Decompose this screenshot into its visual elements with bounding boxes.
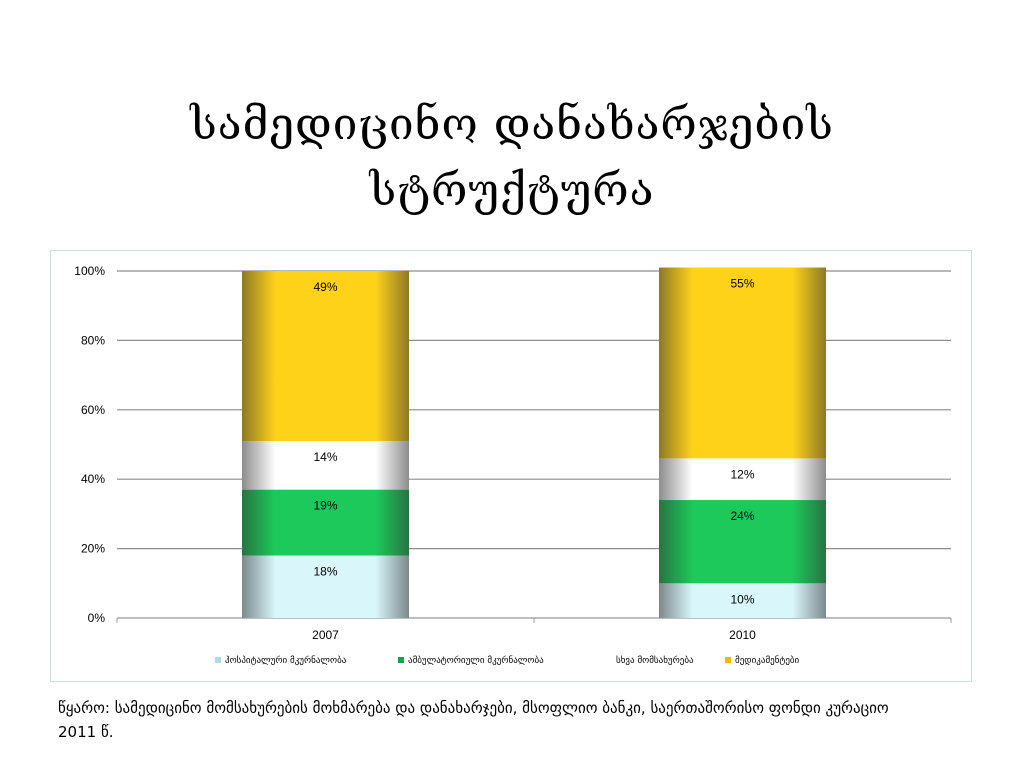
data-label: 18% xyxy=(313,565,337,579)
bar-segment-shading xyxy=(242,271,409,442)
slide-title-line-1: სამედიცინო დანახარჯების xyxy=(190,99,834,150)
y-tick-label: 40% xyxy=(81,472,105,486)
data-label: 24% xyxy=(730,509,754,523)
legend-swatch xyxy=(606,657,612,663)
y-tick-label: 60% xyxy=(81,403,105,417)
legend-label: მედიკამენტები xyxy=(735,655,800,666)
legend-label: სხვა მომსახურება xyxy=(616,655,694,666)
data-label: 10% xyxy=(730,592,754,606)
bar-segment-shading xyxy=(242,489,409,556)
y-tick-label: 20% xyxy=(81,542,105,556)
source-line-2: 2011 წ. xyxy=(58,723,114,741)
data-label: 49% xyxy=(313,280,337,294)
slide-title: სამედიცინო დანახარჯების სტრუქტურა xyxy=(0,92,1024,224)
bar-segment-shading xyxy=(659,267,826,459)
stacked-bar-chart: 0% 20% 40% 60% 80% 100% 18% 19% 14% 49% 2007 10% 24%… xyxy=(74,264,952,666)
y-tick-label: 0% xyxy=(88,611,106,625)
data-label: 12% xyxy=(730,467,754,481)
source-line-1: წყარო: სამედიცინო მომსახურების მოხმარება… xyxy=(58,699,889,717)
data-label: 14% xyxy=(313,450,337,464)
legend-swatch xyxy=(398,657,404,663)
bar-segment-shading xyxy=(659,583,826,618)
x-tick-label: 2010 xyxy=(729,628,756,642)
x-tick-label: 2007 xyxy=(312,628,339,642)
slide-title-line-2: სტრუქტურა xyxy=(369,165,655,216)
bar-segment-shading xyxy=(659,458,826,501)
data-label: 55% xyxy=(730,277,754,291)
chart-frame: 0% 20% 40% 60% 80% 100% 18% 19% 14% 49% 2007 10% 24%… xyxy=(50,250,972,682)
y-tick-label: 100% xyxy=(74,264,105,278)
bar-segment-shading xyxy=(659,500,826,584)
legend-swatch xyxy=(215,657,221,663)
bar-segment-shading xyxy=(242,555,409,618)
data-label: 19% xyxy=(313,499,337,513)
y-tick-label: 80% xyxy=(81,333,105,347)
legend-label: ამბულატორიული მკურნალობა xyxy=(408,655,544,666)
legend-swatch xyxy=(725,657,731,663)
source-note: წყარო: სამედიცინო მომსახურების მოხმარება… xyxy=(58,696,988,744)
bar-segment-shading xyxy=(242,441,409,490)
legend-label: ჰოსპიტალური მკურნალობა xyxy=(225,655,347,666)
